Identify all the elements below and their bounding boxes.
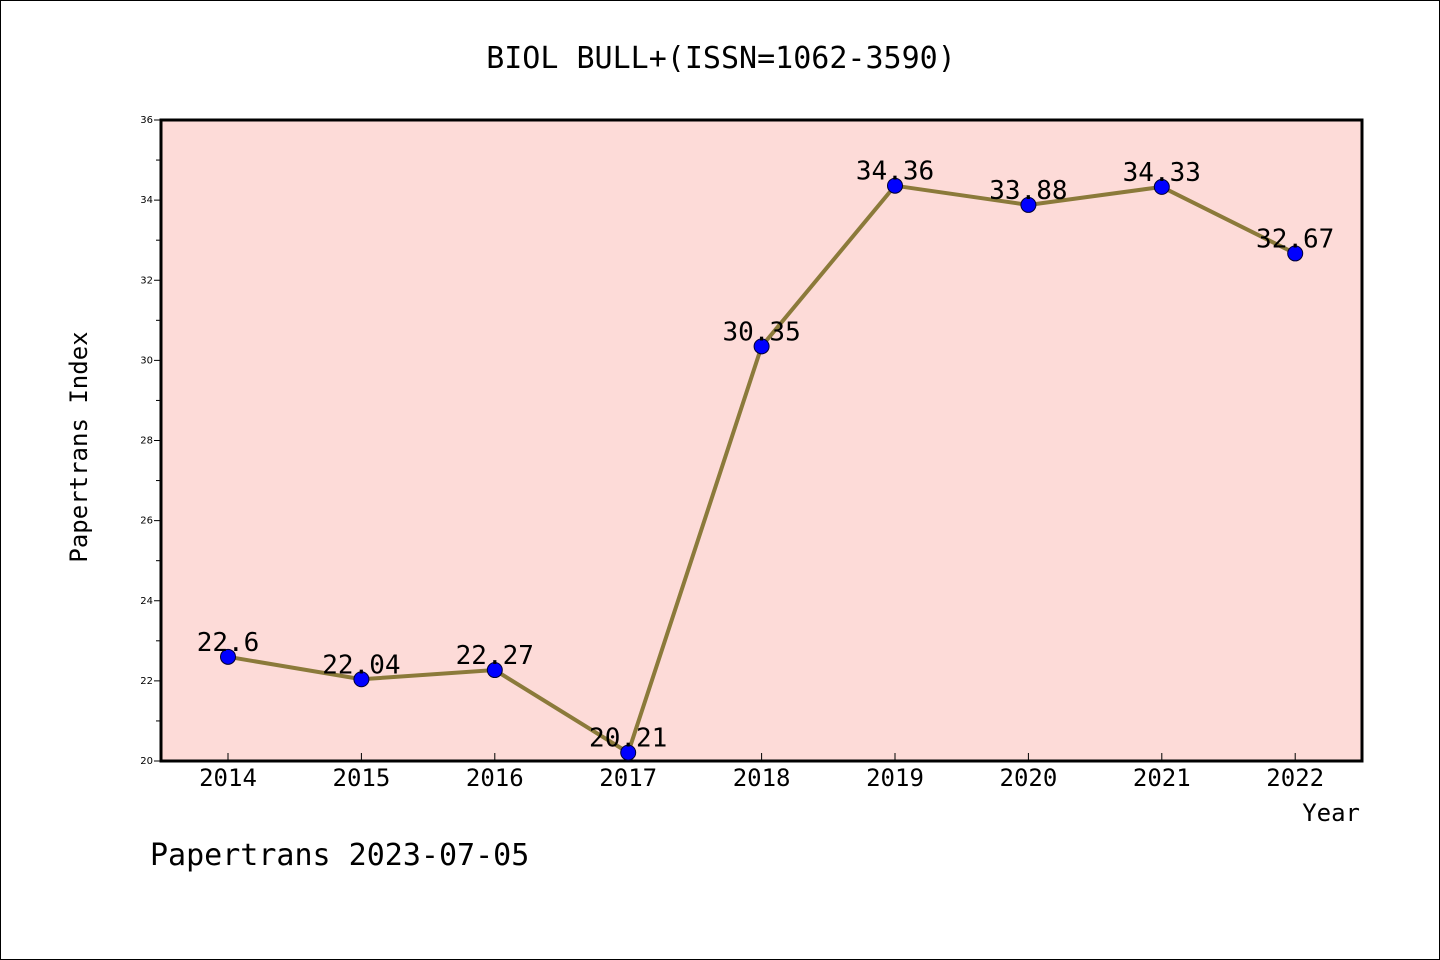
y-axis-label: Papertrans Index [65, 331, 93, 562]
x-tick-label: 2018 [733, 764, 791, 792]
data-label: 34.36 [856, 157, 934, 187]
x-tick-label: 2015 [333, 764, 391, 792]
x-axis: 2014 2015 2016 2017 2018 2019 2020 2021 2022 [199, 753, 1324, 792]
y-tick-label: 28 [140, 436, 153, 447]
x-tick-label: 2016 [466, 764, 524, 792]
x-axis-label: Year [1302, 799, 1360, 827]
plot-area [159, 118, 1364, 763]
data-label: 22.6 [197, 628, 260, 658]
data-label: 33.88 [989, 176, 1067, 206]
data-label: 34.33 [1123, 158, 1201, 188]
y-axis: 20 22 24 26 28 30 32 34 36 [140, 115, 161, 767]
y-tick-label: 32 [140, 275, 153, 286]
y-tick-label: 22 [140, 676, 153, 687]
y-tick-label: 30 [140, 355, 153, 366]
data-labels: 22.6 22.04 22.27 20.21 30.35 34.36 33.88 34.33 3… [197, 157, 1335, 754]
data-point [1287, 245, 1304, 262]
x-tick-label: 2014 [199, 764, 257, 792]
chart-title: BIOL BULL+(ISSN=1062-3590) [486, 41, 956, 76]
x-tick-label: 2019 [866, 764, 924, 792]
data-point [220, 648, 236, 665]
y-tick-label: 34 [140, 195, 153, 206]
data-point [753, 338, 770, 355]
data-point [887, 177, 903, 194]
data-point [620, 744, 637, 761]
data-label: 30.35 [722, 317, 800, 347]
y-tick-label: 36 [140, 115, 153, 126]
x-tick-label: 2022 [1266, 764, 1324, 792]
x-tick-label: 2021 [1133, 764, 1191, 792]
y-tick-label: 20 [140, 756, 153, 767]
data-label: 32.67 [1256, 224, 1334, 254]
data-point [1020, 196, 1037, 213]
data-points [220, 177, 1304, 761]
footer-date: Papertrans 2023-07-05 [150, 838, 529, 873]
data-point [1153, 178, 1170, 195]
x-tick-label: 2017 [599, 764, 657, 792]
x-tick-label: 2020 [1000, 764, 1058, 792]
y-tick-label: 26 [140, 516, 153, 527]
data-label: 22.04 [322, 650, 400, 680]
data-label: 22.27 [456, 641, 534, 671]
data-point [486, 662, 503, 679]
data-label: 20.21 [589, 724, 667, 754]
y-tick-label: 24 [140, 596, 153, 607]
data-point [353, 671, 370, 688]
